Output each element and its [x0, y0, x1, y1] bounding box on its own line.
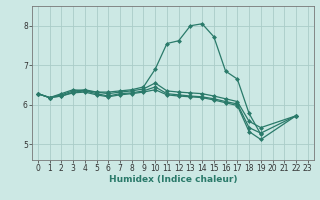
- X-axis label: Humidex (Indice chaleur): Humidex (Indice chaleur): [108, 175, 237, 184]
